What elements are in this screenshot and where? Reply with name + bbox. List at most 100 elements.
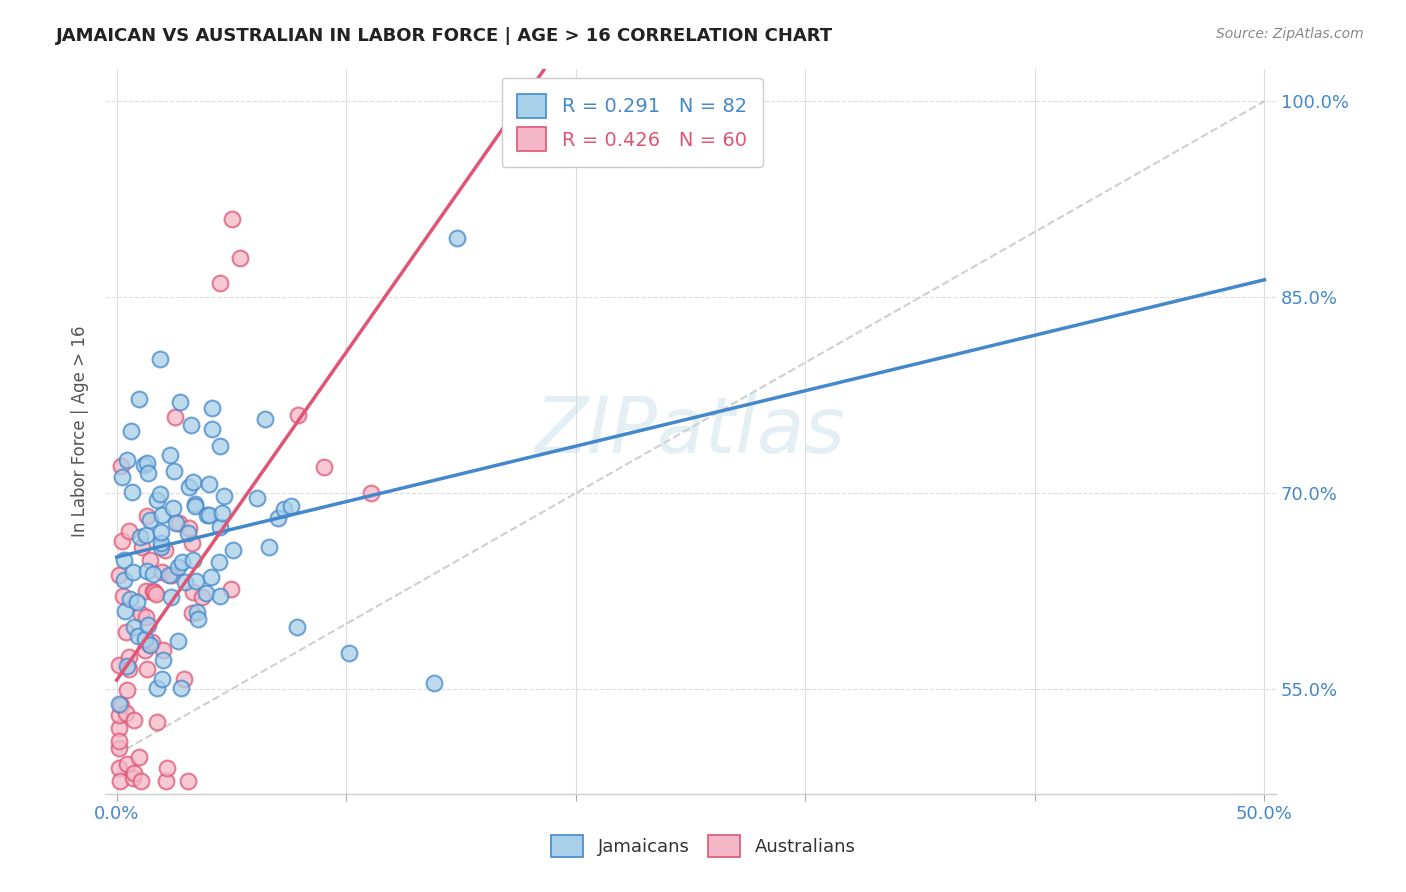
Jamaicans xyxy=(139,513,162,527)
Jamaicans xyxy=(200,570,222,584)
Legend: R = 0.291   N = 82, R = 0.426   N = 60: R = 0.291 N = 82, R = 0.426 N = 60 xyxy=(502,78,762,167)
Australians xyxy=(124,766,146,780)
Jamaicans xyxy=(128,392,150,406)
Australians xyxy=(209,277,232,291)
Jamaicans xyxy=(150,672,173,686)
Jamaicans xyxy=(180,418,202,433)
Jamaicans xyxy=(285,620,308,634)
Jamaicans xyxy=(120,424,142,438)
Australians xyxy=(122,713,145,727)
Australians xyxy=(142,584,165,599)
Australians xyxy=(139,553,162,567)
Jamaicans xyxy=(112,573,135,587)
Jamaicans xyxy=(114,553,136,567)
Jamaicans xyxy=(157,567,180,582)
Australians xyxy=(115,706,138,720)
Jamaicans xyxy=(134,632,156,646)
Australians xyxy=(287,408,309,422)
Jamaicans xyxy=(280,499,302,513)
Jamaicans xyxy=(201,422,224,436)
Australians xyxy=(131,540,153,554)
Jamaicans xyxy=(135,527,157,541)
Australians xyxy=(219,582,242,596)
Australians xyxy=(134,643,156,657)
Jamaicans xyxy=(122,620,145,634)
Jamaicans xyxy=(136,467,159,481)
Jamaicans xyxy=(166,559,188,574)
Jamaicans xyxy=(170,555,193,569)
Jamaicans xyxy=(423,675,446,690)
Jamaicans xyxy=(201,401,224,415)
Australians xyxy=(129,607,152,621)
Jamaicans xyxy=(221,543,243,558)
Australians xyxy=(115,756,138,771)
Australians xyxy=(360,486,382,500)
Jamaicans xyxy=(184,499,207,513)
Jamaicans xyxy=(195,508,218,523)
Jamaicans xyxy=(159,448,181,462)
Australians xyxy=(111,589,134,603)
Jamaicans xyxy=(209,439,232,453)
Australians xyxy=(152,643,174,657)
Jamaicans xyxy=(150,536,173,550)
Jamaicans xyxy=(208,589,231,603)
Australians xyxy=(145,587,167,601)
Jamaicans xyxy=(128,530,150,544)
Australians xyxy=(312,460,335,475)
Australians xyxy=(131,773,153,788)
Jamaicans xyxy=(139,638,162,652)
Jamaicans xyxy=(337,646,360,660)
Australians xyxy=(110,698,132,712)
Jamaicans xyxy=(208,555,231,569)
Legend: Jamaicans, Australians: Jamaicans, Australians xyxy=(538,822,868,870)
Australians xyxy=(110,459,132,474)
Jamaicans xyxy=(152,653,174,667)
Jamaicans xyxy=(114,604,136,618)
Jamaicans xyxy=(181,553,204,567)
Jamaicans xyxy=(186,612,208,626)
Australians xyxy=(111,534,134,549)
Australians xyxy=(135,583,157,598)
Jamaicans xyxy=(149,540,172,554)
Jamaicans xyxy=(194,586,217,600)
Australians xyxy=(108,734,131,748)
Jamaicans xyxy=(145,492,167,507)
Australians xyxy=(128,750,150,764)
Jamaicans xyxy=(150,525,173,540)
Jamaicans xyxy=(214,489,236,503)
Australians xyxy=(108,760,131,774)
Australians xyxy=(169,516,191,530)
Jamaicans xyxy=(446,231,468,245)
Jamaicans xyxy=(208,520,231,534)
Australians xyxy=(108,741,131,756)
Australians xyxy=(136,508,159,523)
Jamaicans xyxy=(174,574,197,589)
Australians xyxy=(155,773,177,788)
Jamaicans xyxy=(254,412,277,426)
Australians xyxy=(115,625,138,640)
Jamaicans xyxy=(160,590,183,604)
Australians xyxy=(163,410,186,425)
Jamaicans xyxy=(169,394,191,409)
Jamaicans xyxy=(267,510,290,524)
Australians xyxy=(108,773,131,788)
Jamaicans xyxy=(273,502,295,516)
Jamaicans xyxy=(198,508,221,522)
Australians xyxy=(181,536,204,550)
Australians xyxy=(191,590,214,604)
Australians xyxy=(117,683,139,698)
Jamaicans xyxy=(165,516,187,531)
Jamaicans xyxy=(122,565,145,579)
Jamaicans xyxy=(186,605,208,619)
Australians xyxy=(145,714,167,729)
Australians xyxy=(150,565,173,579)
Jamaicans xyxy=(146,681,169,695)
Australians xyxy=(108,657,131,672)
Jamaicans xyxy=(179,480,201,494)
Jamaicans xyxy=(170,681,193,695)
Australians xyxy=(141,635,163,649)
Text: ZIPatlas: ZIPatlas xyxy=(536,393,846,469)
Text: JAMAICAN VS AUSTRALIAN IN LABOR FORCE | AGE > 16 CORRELATION CHART: JAMAICAN VS AUSTRALIAN IN LABOR FORCE | … xyxy=(56,27,834,45)
Jamaicans xyxy=(150,508,173,522)
Jamaicans xyxy=(184,497,207,511)
